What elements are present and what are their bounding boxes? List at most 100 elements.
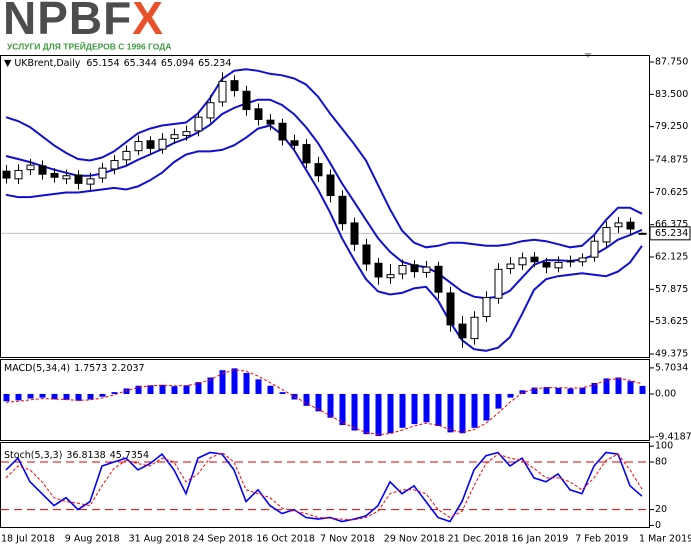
- macd-bar: [327, 393, 334, 418]
- candle-body: [110, 160, 119, 170]
- candle-body: [554, 262, 563, 269]
- candle-body: [638, 232, 647, 235]
- bollinger-band: [5, 98, 643, 300]
- x-tick-label: 16 Oct 2018: [256, 534, 315, 545]
- macd-bar: [591, 382, 598, 394]
- macd-bar: [87, 393, 94, 400]
- macd-bar: [39, 393, 46, 398]
- macd-bar: [51, 393, 58, 400]
- macd-bar: [399, 393, 406, 428]
- macd-bar: [627, 381, 634, 394]
- x-tick-label: 1 Mar 2019: [639, 534, 691, 545]
- macd-bar: [579, 387, 586, 394]
- macd-bar: [615, 377, 622, 394]
- candle-body: [206, 102, 215, 119]
- y-tick-label: 79.250: [655, 121, 688, 132]
- last-high: 65.344: [124, 58, 157, 69]
- candle-body: [362, 244, 371, 265]
- macd-bar: [351, 393, 358, 431]
- main-panel: [0, 55, 650, 358]
- candle-body: [98, 167, 107, 179]
- candle-body: [410, 264, 419, 273]
- macd-bar: [207, 377, 214, 394]
- candle-body: [590, 240, 599, 258]
- candle-body: [482, 297, 491, 318]
- macd-bar: [423, 393, 430, 423]
- x-tick-label: 29 Nov 2018: [384, 534, 445, 545]
- candle-body: [254, 108, 263, 120]
- candle-body: [446, 292, 455, 326]
- x-tick-label: 31 Aug 2018: [129, 534, 190, 545]
- y-tick-label: 20: [655, 504, 667, 515]
- y-tick-label: 57.875: [655, 284, 688, 295]
- candle-body: [182, 131, 191, 136]
- macd-bar: [435, 393, 442, 426]
- y-tick-label: 62.125: [655, 251, 688, 262]
- macd-bar: [15, 393, 22, 401]
- logo: NPBFX: [3, 0, 164, 44]
- macd-bar: [3, 393, 10, 402]
- candle-body: [434, 265, 443, 293]
- macd-bar: [339, 393, 346, 426]
- candle-body: [578, 257, 587, 263]
- macd-bar: [27, 393, 34, 399]
- macd-bar: [219, 370, 226, 394]
- macd-panel: [0, 359, 650, 441]
- macd-header: MACD(5,34,4) 1.7573 2.2037: [4, 363, 145, 374]
- x-tick-label: 24 Sep 2018: [192, 534, 252, 545]
- candle-body: [134, 141, 143, 152]
- stoch-title: Stoch(5,3,3): [4, 450, 62, 461]
- macd-bar: [99, 393, 106, 397]
- x-tick-label: 18 Jul 2018: [1, 534, 55, 545]
- macd-bar: [159, 384, 166, 394]
- x-tick-label: 7 Nov 2018: [320, 534, 375, 545]
- macd-bar: [375, 393, 382, 437]
- logo-accent: X: [132, 0, 164, 44]
- candle-body: [338, 195, 347, 225]
- plot-layer: 87.750 83.500 79.250 74.875 70.625 66.375 62.1…: [1, 57, 691, 545]
- y-tick-label: 49.375: [655, 348, 688, 359]
- macd-bar: [639, 385, 646, 394]
- candle-body: [626, 221, 635, 230]
- candle-body: [74, 174, 83, 184]
- candle-body: [458, 323, 467, 339]
- stoch-line: [5, 451, 643, 521]
- macd-bar: [495, 393, 502, 409]
- macd-bar: [483, 393, 490, 421]
- main-title: UKBrent,Daily: [14, 58, 80, 69]
- macd-bar: [447, 393, 454, 433]
- macd-bar: [135, 385, 142, 394]
- macd-bar: [111, 392, 118, 394]
- stoch-main-last: 36.8138: [66, 450, 105, 461]
- last-open: 65.154: [86, 58, 119, 69]
- candle-body: [602, 227, 611, 243]
- y-tick-label: 83.500: [655, 89, 688, 100]
- macd-last: 1.7573: [74, 363, 107, 374]
- macd-bar: [243, 372, 250, 394]
- main-header: ▼ UKBrent,Daily 65.154 65.344 65.094 65.234: [4, 58, 231, 69]
- macd-bar: [267, 385, 274, 394]
- y-tick-label: 87.750: [655, 57, 688, 68]
- y-tick-label: 0.00: [655, 388, 676, 399]
- macd-bar: [75, 393, 82, 401]
- signal-line: [5, 369, 643, 436]
- x-tick-label: 21 Dec 2018: [448, 534, 509, 545]
- bollinger-band: [5, 124, 643, 352]
- candle-body: [194, 116, 203, 132]
- macd-bar: [147, 385, 154, 394]
- candle-body: [326, 174, 335, 197]
- candle-body: [278, 122, 287, 141]
- macd-bar: [387, 393, 394, 434]
- candle-body: [38, 165, 47, 175]
- macd-bar: [123, 388, 130, 394]
- macd-bar: [255, 379, 262, 394]
- macd-bar: [459, 393, 466, 434]
- macd-bar: [291, 393, 298, 400]
- macd-bar: [171, 386, 178, 394]
- candle-body: [374, 262, 383, 278]
- macd-bar: [471, 393, 478, 428]
- stoch-header: Stoch(5,3,3) 36.8138 45.7354: [4, 450, 149, 461]
- x-tick-label: 16 Jan 2019: [511, 534, 568, 545]
- macd-bar: [531, 387, 538, 394]
- macd-bar: [183, 385, 190, 394]
